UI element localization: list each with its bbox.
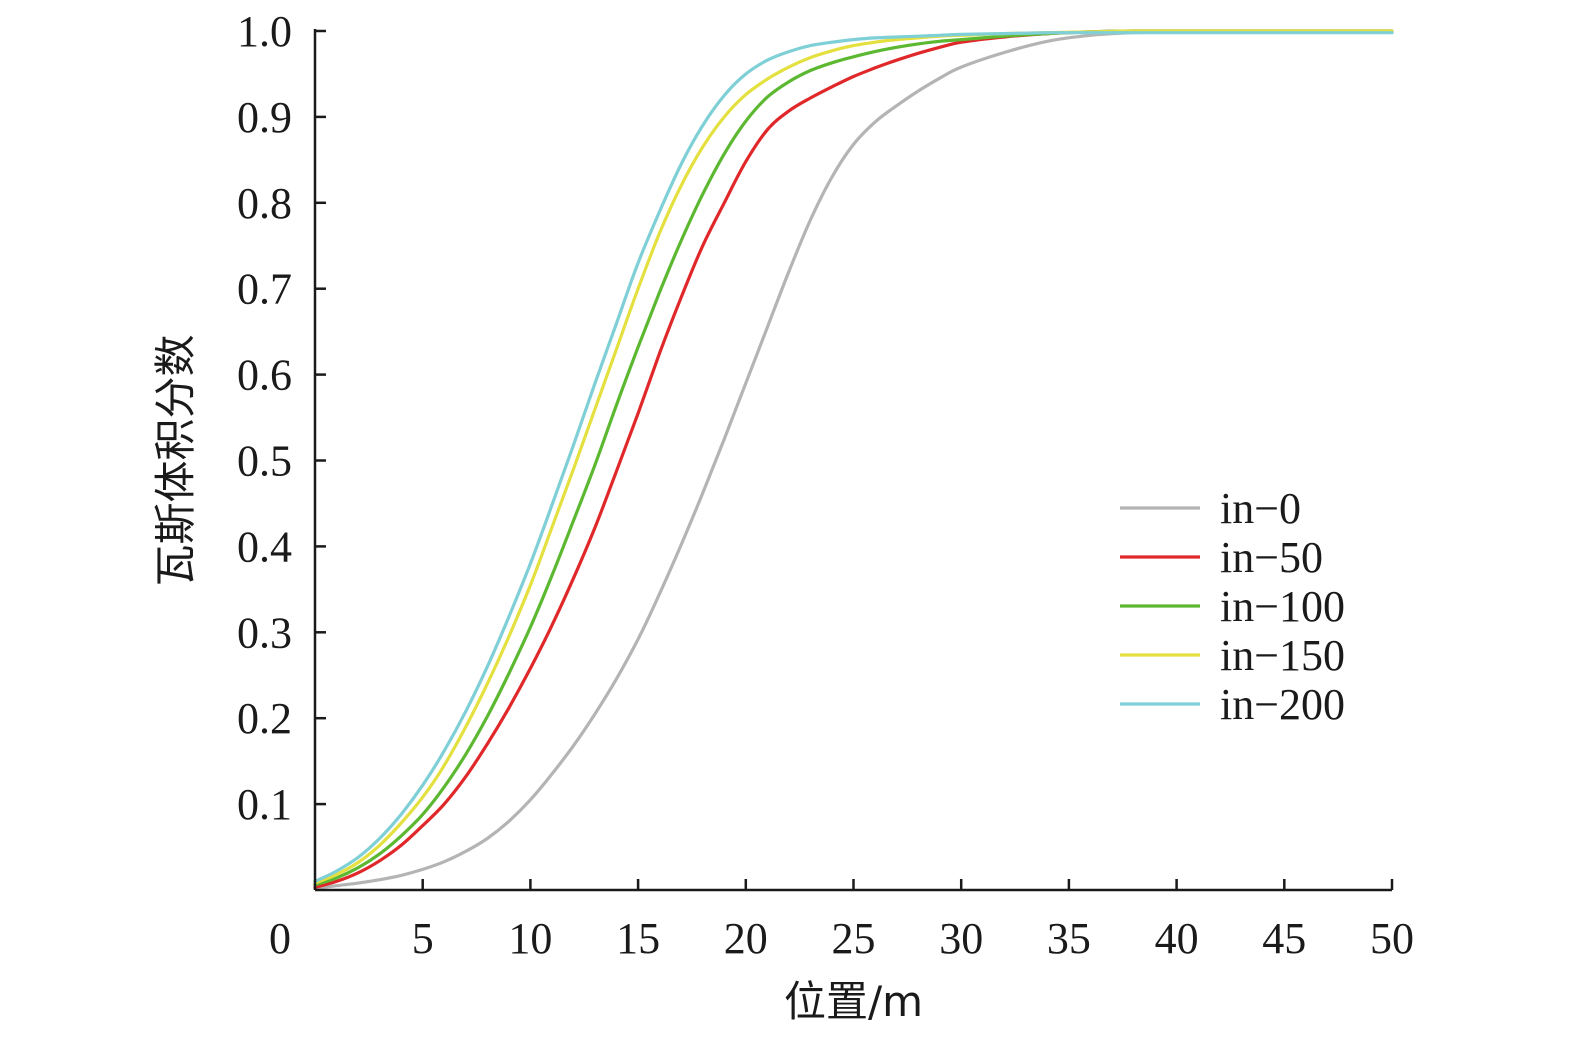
legend-label-1: in−50 xyxy=(1220,533,1323,582)
series-layer xyxy=(313,29,1394,890)
x-tick-label-0: 0 xyxy=(269,914,291,963)
x-tick-label: 5 xyxy=(412,914,434,963)
x-tick-label: 10 xyxy=(508,914,552,963)
x-tick-label: 45 xyxy=(1262,914,1306,963)
y-tick-label: 0.9 xyxy=(237,93,292,142)
y-tick-label: 0.4 xyxy=(237,522,292,571)
tick-marks xyxy=(315,29,1394,890)
legend-label-3: in−150 xyxy=(1220,631,1345,680)
x-tick-label: 35 xyxy=(1047,914,1091,963)
x-tick-label: 30 xyxy=(939,914,983,963)
x-tick-label: 40 xyxy=(1155,914,1199,963)
tick-labels: 0 5 10 15 20 25 30 35 40 45 50 0.1 0.2 0.3 0.4 0.5 0.6 0.… xyxy=(237,7,1414,963)
y-tick-label: 0.2 xyxy=(237,694,292,743)
legend-label-0: in−0 xyxy=(1220,484,1301,533)
x-tick-label: 15 xyxy=(616,914,660,963)
series-line-3 xyxy=(313,29,1394,885)
x-tick-label: 20 xyxy=(724,914,768,963)
series-line-4 xyxy=(313,31,1394,883)
y-tick-label: 0.6 xyxy=(237,351,292,400)
series-line-2 xyxy=(313,29,1394,887)
x-tick-label: 50 xyxy=(1370,914,1414,963)
legend-label-2: in−100 xyxy=(1220,582,1345,631)
y-tick-label: 0.5 xyxy=(237,437,292,486)
y-tick-label: 0.1 xyxy=(237,780,292,829)
y-tick-label: 0.7 xyxy=(237,265,292,314)
x-axis-title: 位置/m xyxy=(784,977,923,1026)
y-tick-label: 0.3 xyxy=(237,608,292,657)
legend-label-4: in−200 xyxy=(1220,680,1345,729)
y-axis-title: 瓦斯体积分数 xyxy=(151,334,200,586)
y-tick-label: 0.8 xyxy=(237,179,292,228)
x-tick-label: 25 xyxy=(832,914,876,963)
series-line-0 xyxy=(313,30,1394,890)
series-line-1 xyxy=(313,29,1394,889)
y-tick-label: 1.0 xyxy=(237,7,292,56)
